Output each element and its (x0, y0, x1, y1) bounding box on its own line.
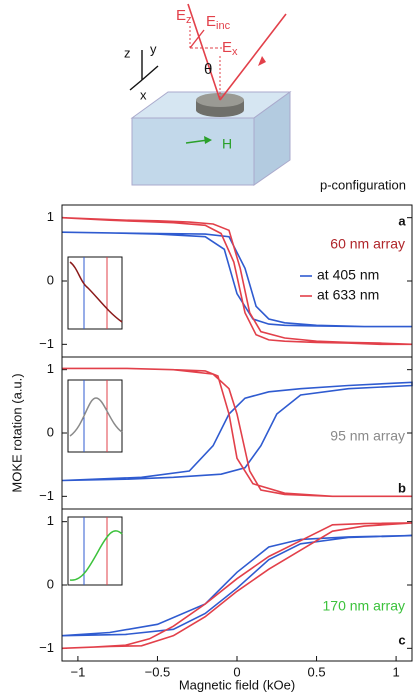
legend-label: at 633 nm (317, 287, 379, 303)
x-tick-label: 0.5 (308, 664, 326, 679)
y-tick-label: 0 (47, 424, 54, 439)
legend-label: at 405 nm (317, 267, 379, 283)
inset-a (67, 256, 123, 330)
inset-curve (69, 530, 123, 581)
y-tick-label: 0 (47, 272, 54, 287)
loop-line (61, 534, 413, 637)
x-axis-icon (129, 79, 143, 91)
y-tick-label: 1 (47, 513, 54, 528)
ex-label: Ex (222, 39, 238, 58)
arrow-head (258, 56, 266, 66)
h-arrow-head (204, 136, 212, 144)
loop-line (61, 522, 413, 650)
reflected-ray (219, 13, 287, 101)
substrate-side (253, 91, 291, 186)
x-axis-label: Magnetic field (kOe) (179, 677, 295, 692)
inset-curve (69, 397, 123, 437)
diagram: Ez Einc Ex θ z y x H p-configuration (124, 3, 406, 192)
y-axis-label: MOKE rotation (a.u.) (9, 373, 24, 492)
x-tick-label: −1 (70, 664, 85, 679)
y-tick-label: 0 (47, 576, 54, 591)
y-tick-label: −1 (39, 488, 54, 503)
h-arrow (185, 139, 209, 144)
y-tick-label: −1 (39, 640, 54, 655)
y-tick-label: −1 (39, 336, 54, 351)
ez-label: Ez (176, 7, 192, 26)
incident-ray (187, 3, 221, 101)
inset-b (67, 379, 123, 453)
inset-curve (69, 261, 123, 323)
panel-label: a (398, 213, 406, 228)
insets (67, 256, 123, 586)
axis-x: x (140, 87, 147, 102)
substrate-front (131, 117, 255, 186)
theta-label: θ (204, 61, 212, 78)
loop-line (61, 231, 412, 328)
plot-frame (61, 204, 413, 662)
x-tick-label: 1 (392, 664, 399, 679)
x-tick-label: 0 (233, 664, 240, 679)
h-label: H (222, 136, 232, 152)
annotation: 60 nm array (330, 236, 405, 252)
inset-c (67, 516, 123, 586)
annotation: 170 nm array (323, 598, 405, 614)
axis-y: y (150, 41, 157, 56)
annotation: 95 nm array (330, 428, 405, 444)
loop-line (62, 367, 412, 498)
axis-z: z (124, 45, 131, 60)
einc-vector (189, 29, 205, 49)
y-axis (141, 65, 159, 81)
panel-label: c (398, 632, 405, 647)
x-tick-label: −0.5 (145, 664, 171, 679)
configuration-label: p-configuration (320, 177, 406, 192)
einc-label: Einc (206, 13, 231, 32)
y-tick-label: 1 (47, 361, 54, 376)
y-tick-label: 1 (47, 209, 54, 224)
panel-label: b (398, 480, 406, 495)
